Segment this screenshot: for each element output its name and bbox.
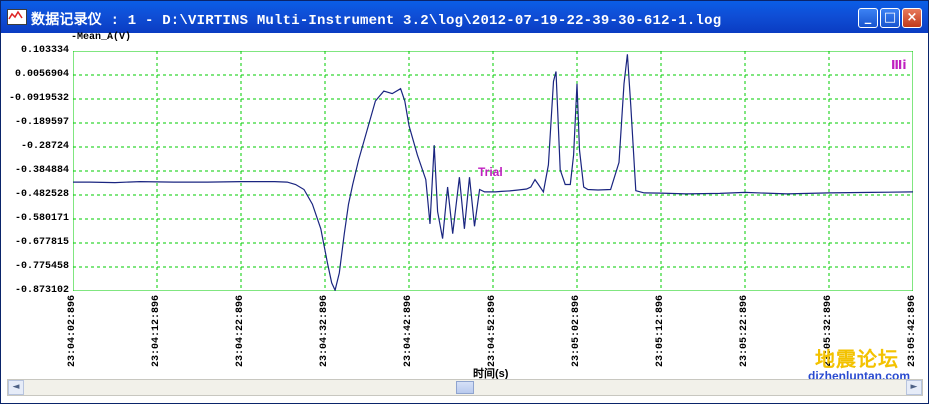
y-tick-label: -0.677815 <box>14 237 69 248</box>
x-tick-label: 23:05:02:896 <box>571 295 582 368</box>
data-logger-app-icon <box>7 9 27 25</box>
y-tick-label: -0.580171 <box>14 213 69 224</box>
x-tick-label: 23:04:12:896 <box>151 295 162 368</box>
y-tick-label: -0.28724 <box>20 141 69 152</box>
x-tick-label: 23:05:22:896 <box>739 295 750 368</box>
y-tick-label: -0.873102 <box>14 285 69 296</box>
close-button[interactable]: × <box>902 8 922 28</box>
y-tick-label: -0.775458 <box>14 261 69 272</box>
y-tick-label: -0.384884 <box>14 165 69 176</box>
waveform-plot[interactable]: Trial Ⅲi <box>73 51 913 291</box>
x-tick-label: 23:05:12:896 <box>655 295 666 368</box>
series-line-mean-a <box>73 54 913 291</box>
watermark-chinese: 地震论坛 <box>815 347 899 371</box>
scroll-right-button[interactable]: ► <box>906 380 922 395</box>
legend-marker: Ⅲi <box>891 58 906 72</box>
window-title: 数据记录仪 : 1 - D:\VIRTINS Multi-Instrument … <box>31 13 722 29</box>
trial-annotation: Trial <box>478 165 503 179</box>
y-tick-label: 0.103334 <box>20 45 69 56</box>
minimize-button[interactable]: _ <box>858 8 878 28</box>
plot-grid <box>73 51 913 291</box>
y-tick-label: -0.189597 <box>14 117 69 128</box>
title-bar[interactable]: 数据记录仪 : 1 - D:\VIRTINS Multi-Instrument … <box>1 1 928 33</box>
y-tick-label: -0.0919532 <box>8 93 69 104</box>
maximize-button[interactable]: □ <box>880 8 900 28</box>
x-axis-label: 时间(s) <box>473 368 509 380</box>
y-tick-label: -0.482528 <box>14 189 69 200</box>
scroll-left-button[interactable]: ◄ <box>8 380 24 395</box>
x-tick-label: 23:05:42:896 <box>907 295 918 368</box>
x-tick-label: 23:04:42:896 <box>403 295 414 368</box>
x-tick-label: 23:04:52:896 <box>487 295 498 368</box>
y-tick-label: 0.0056904 <box>14 69 69 80</box>
x-tick-label: 23:04:22:896 <box>235 295 246 368</box>
y-axis-label: -Mean_A(V) <box>71 32 132 43</box>
x-tick-label: 23:04:32:896 <box>319 295 330 368</box>
x-tick-label: 23:04:02:896 <box>67 295 78 368</box>
scroll-thumb[interactable] <box>456 381 474 394</box>
horizontal-scrollbar[interactable]: ◄ ► <box>7 379 923 396</box>
